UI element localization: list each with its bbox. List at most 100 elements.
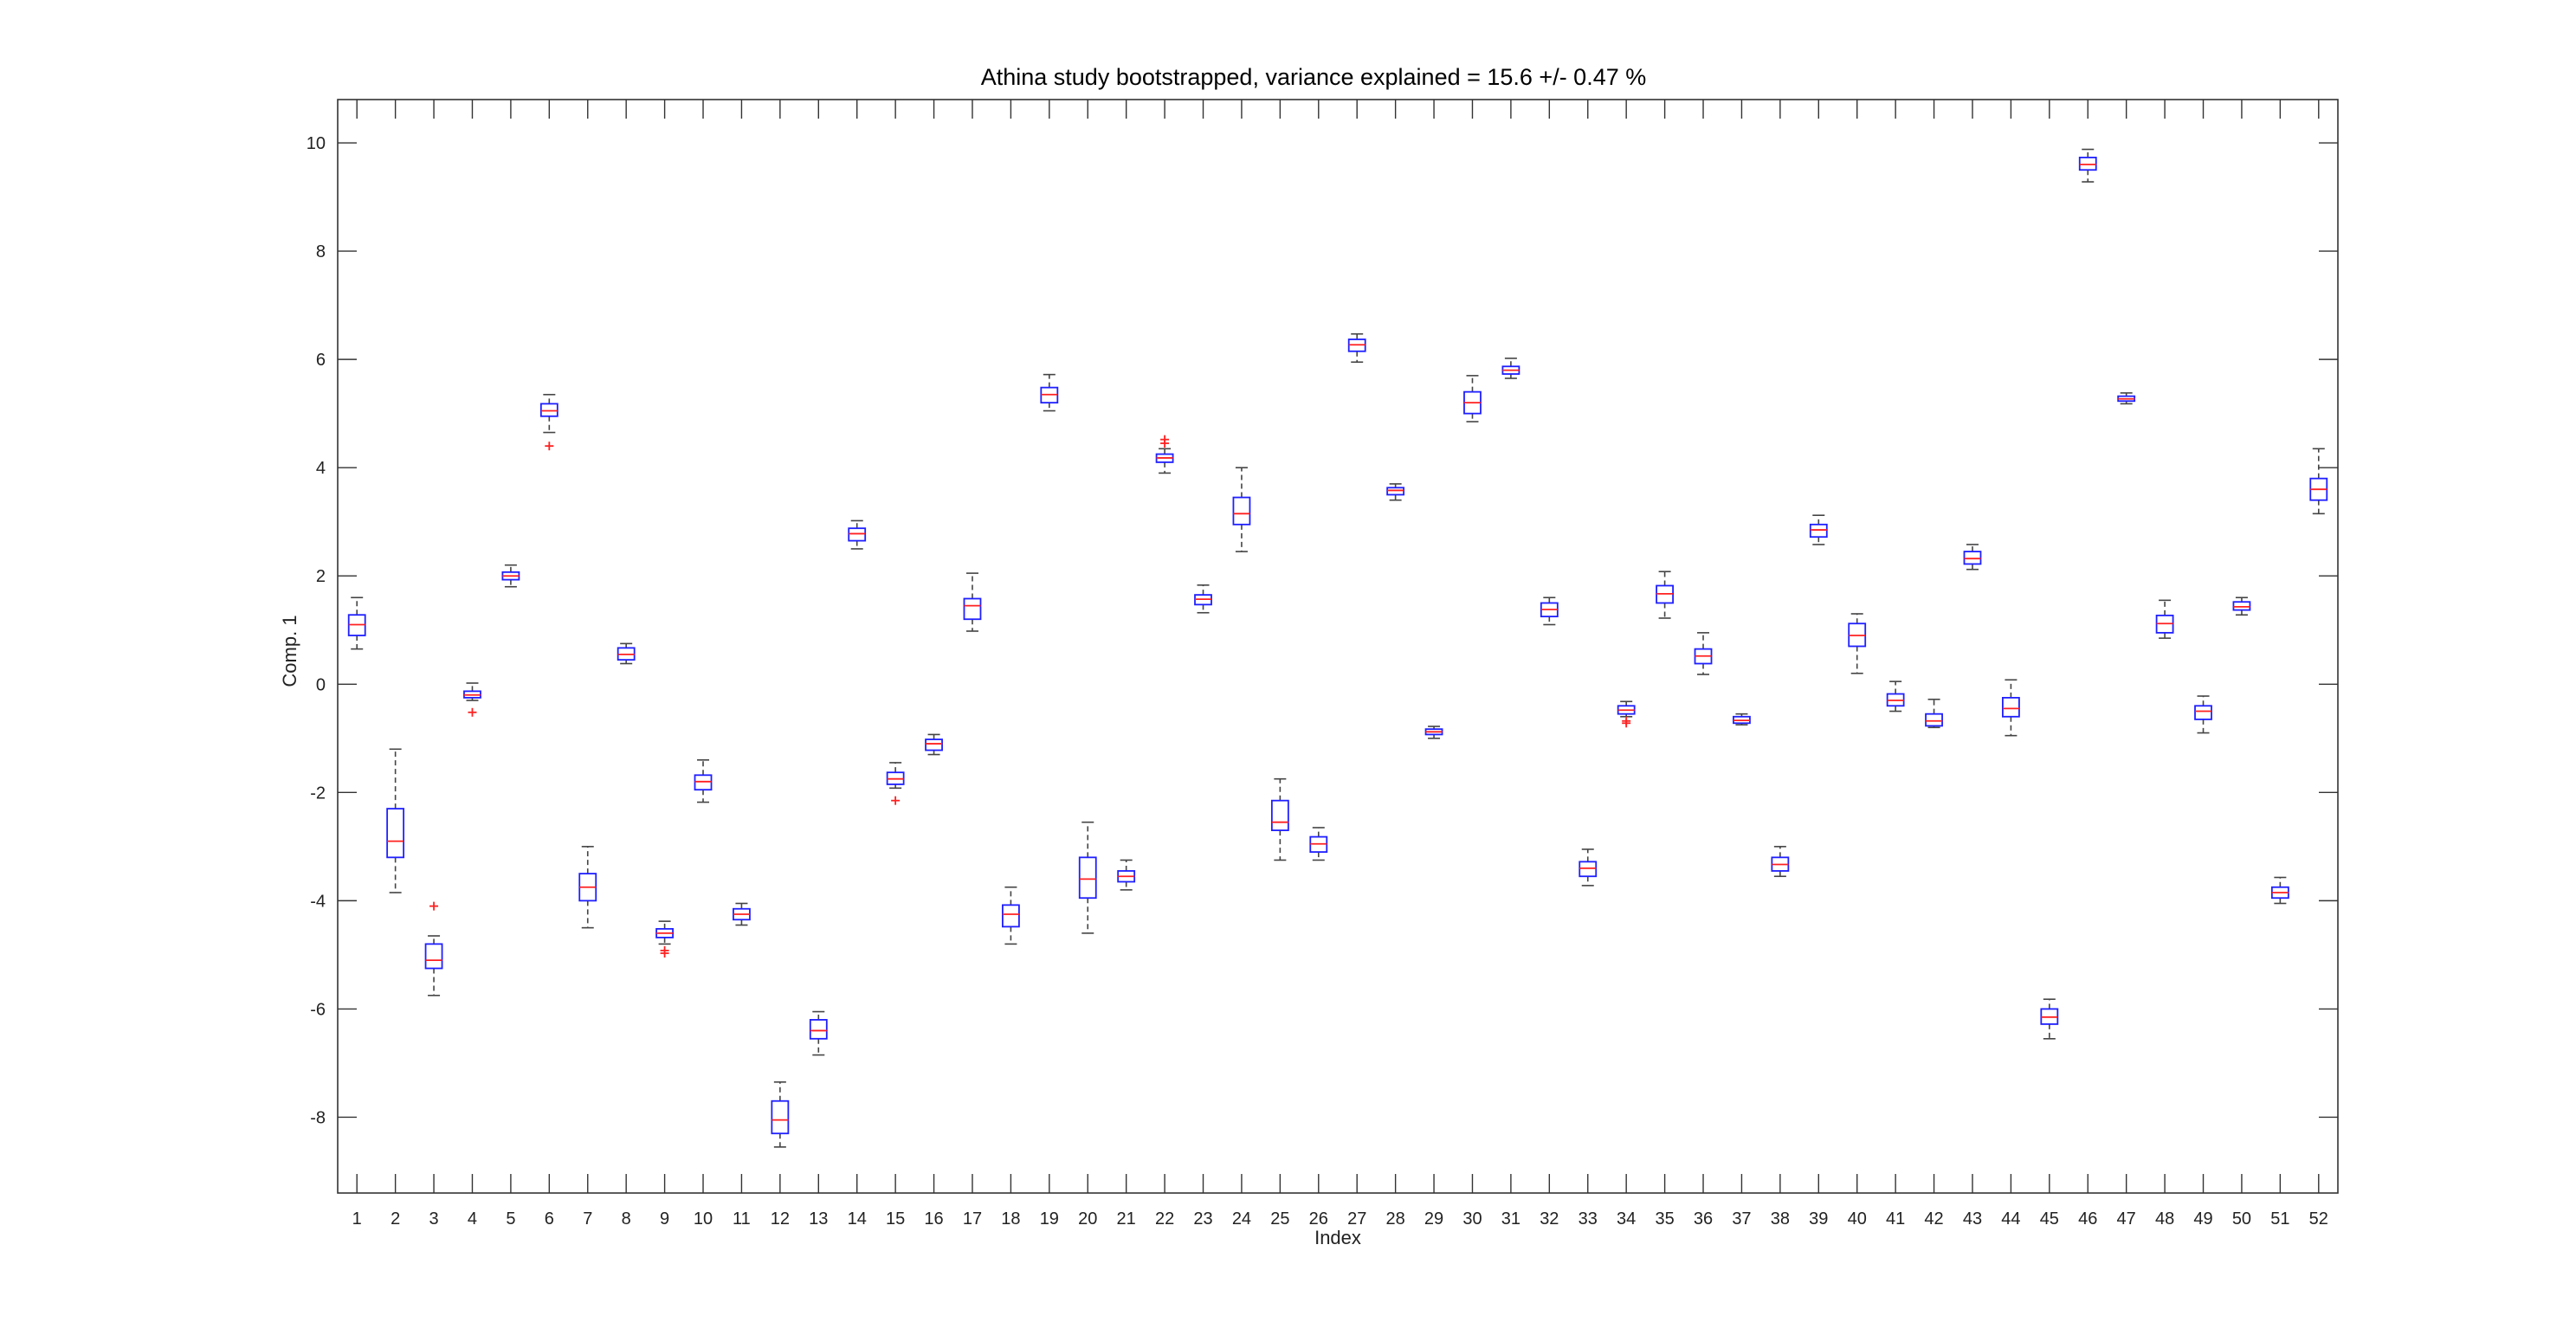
x-tick-label: 37: [1732, 1209, 1751, 1229]
x-tick-label: 6: [545, 1209, 554, 1229]
box-10: [694, 759, 713, 803]
box-iqr: [1386, 487, 1405, 496]
box-iqr: [963, 597, 982, 621]
x-tick-label: 43: [1963, 1209, 1982, 1229]
x-tick-label: 11: [733, 1209, 751, 1229]
y-tick-label: 4: [316, 459, 326, 478]
box-series: [347, 148, 2328, 1148]
box-15: [886, 762, 905, 805]
x-tick-label: 7: [583, 1209, 592, 1229]
x-tick-label: 19: [1040, 1209, 1059, 1229]
box-45: [2040, 998, 2059, 1040]
x-tick-label: 31: [1501, 1209, 1520, 1229]
box-19: [1040, 373, 1059, 412]
box-iqr: [1002, 904, 1020, 928]
box-46: [2078, 148, 2097, 183]
box-iqr: [424, 943, 443, 970]
plot-area-frame: [337, 99, 2339, 1194]
box-35: [1656, 571, 1674, 619]
box-iqr: [539, 403, 558, 417]
box-25: [1270, 777, 1289, 861]
box-47: [2117, 392, 2136, 405]
box-42: [1925, 698, 1943, 729]
y-tick-label: -2: [310, 784, 326, 803]
y-tick-label: 10: [307, 134, 326, 153]
box-22: [1155, 435, 1174, 474]
y-tick-label: 0: [316, 675, 326, 694]
x-tick-label: 46: [2078, 1209, 2097, 1229]
box-12: [771, 1081, 790, 1148]
x-tick-label: 42: [1924, 1209, 1943, 1229]
box-27: [1347, 332, 1366, 364]
x-tick-label: 13: [809, 1209, 828, 1229]
x-tick-label: 44: [2001, 1209, 2020, 1229]
axis-ticks: [338, 100, 2338, 1193]
box-4: [463, 682, 481, 717]
box-iqr: [2232, 601, 2251, 611]
x-tick-label: 9: [660, 1209, 669, 1229]
box-38: [1771, 846, 1790, 878]
x-tick-label: 38: [1771, 1209, 1790, 1229]
x-tick-label: 18: [1001, 1209, 1020, 1229]
outlier-marker: [1622, 719, 1631, 728]
y-tick-label: 6: [316, 351, 326, 370]
box-5: [501, 564, 520, 588]
x-tick-label: 21: [1117, 1209, 1136, 1229]
x-tick-label: 16: [924, 1209, 943, 1229]
x-tick-label: 47: [2117, 1209, 2136, 1229]
outlier-marker: [1160, 435, 1170, 444]
y-tick-label: 8: [316, 242, 326, 261]
y-tick-label: -4: [310, 892, 326, 911]
x-tick-label: 12: [771, 1209, 790, 1229]
x-tick-label: 14: [848, 1209, 867, 1229]
box-3: [424, 901, 443, 996]
x-tick-label: 1: [352, 1209, 362, 1229]
x-tick-label: 34: [1617, 1209, 1636, 1229]
outlier-marker: [891, 796, 901, 805]
box-31: [1501, 358, 1520, 379]
x-tick-label: 15: [886, 1209, 905, 1229]
box-iqr: [771, 1100, 790, 1135]
box-43: [1963, 544, 1982, 571]
x-tick-label: 36: [1694, 1209, 1713, 1229]
box-24: [1232, 467, 1251, 552]
x-tick-label: 28: [1386, 1209, 1405, 1229]
x-tick-label: 48: [2155, 1209, 2174, 1229]
box-41: [1886, 680, 1905, 713]
x-tick-label: 8: [622, 1209, 631, 1229]
box-17: [963, 572, 982, 632]
box-iqr: [1232, 496, 1251, 526]
box-36: [1694, 632, 1713, 675]
box-29: [1424, 726, 1443, 739]
box-8: [617, 642, 636, 665]
box-51: [2270, 876, 2289, 905]
box-28: [1386, 483, 1405, 501]
x-tick-label: 23: [1193, 1209, 1212, 1229]
x-tick-label: 25: [1270, 1209, 1289, 1229]
x-tick-label: 26: [1309, 1209, 1328, 1229]
x-tick-label: 3: [429, 1209, 438, 1229]
x-tick-label: 52: [2309, 1209, 2328, 1229]
box-23: [1194, 584, 1212, 614]
box-21: [1117, 859, 1136, 891]
box-48: [2155, 599, 2174, 639]
box-1: [347, 597, 366, 650]
box-6: [539, 393, 558, 451]
box-50: [2232, 597, 2251, 616]
box-iqr: [1963, 551, 1982, 565]
box-iqr: [925, 738, 943, 751]
box-11: [733, 902, 751, 926]
box-26: [1309, 827, 1328, 861]
x-tick-label: 10: [694, 1209, 713, 1229]
box-16: [925, 733, 943, 756]
chart-title: Athina study bootstrapped, variance expl…: [981, 64, 1647, 90]
x-tick-label: 51: [2270, 1209, 2289, 1229]
x-tick-label: 4: [468, 1209, 477, 1229]
box-iqr: [2194, 705, 2212, 720]
box-39: [1809, 514, 1828, 545]
y-tick-label: -8: [310, 1108, 326, 1127]
box-52: [2309, 448, 2328, 515]
box-33: [1579, 848, 1598, 887]
outlier-marker: [660, 949, 669, 958]
